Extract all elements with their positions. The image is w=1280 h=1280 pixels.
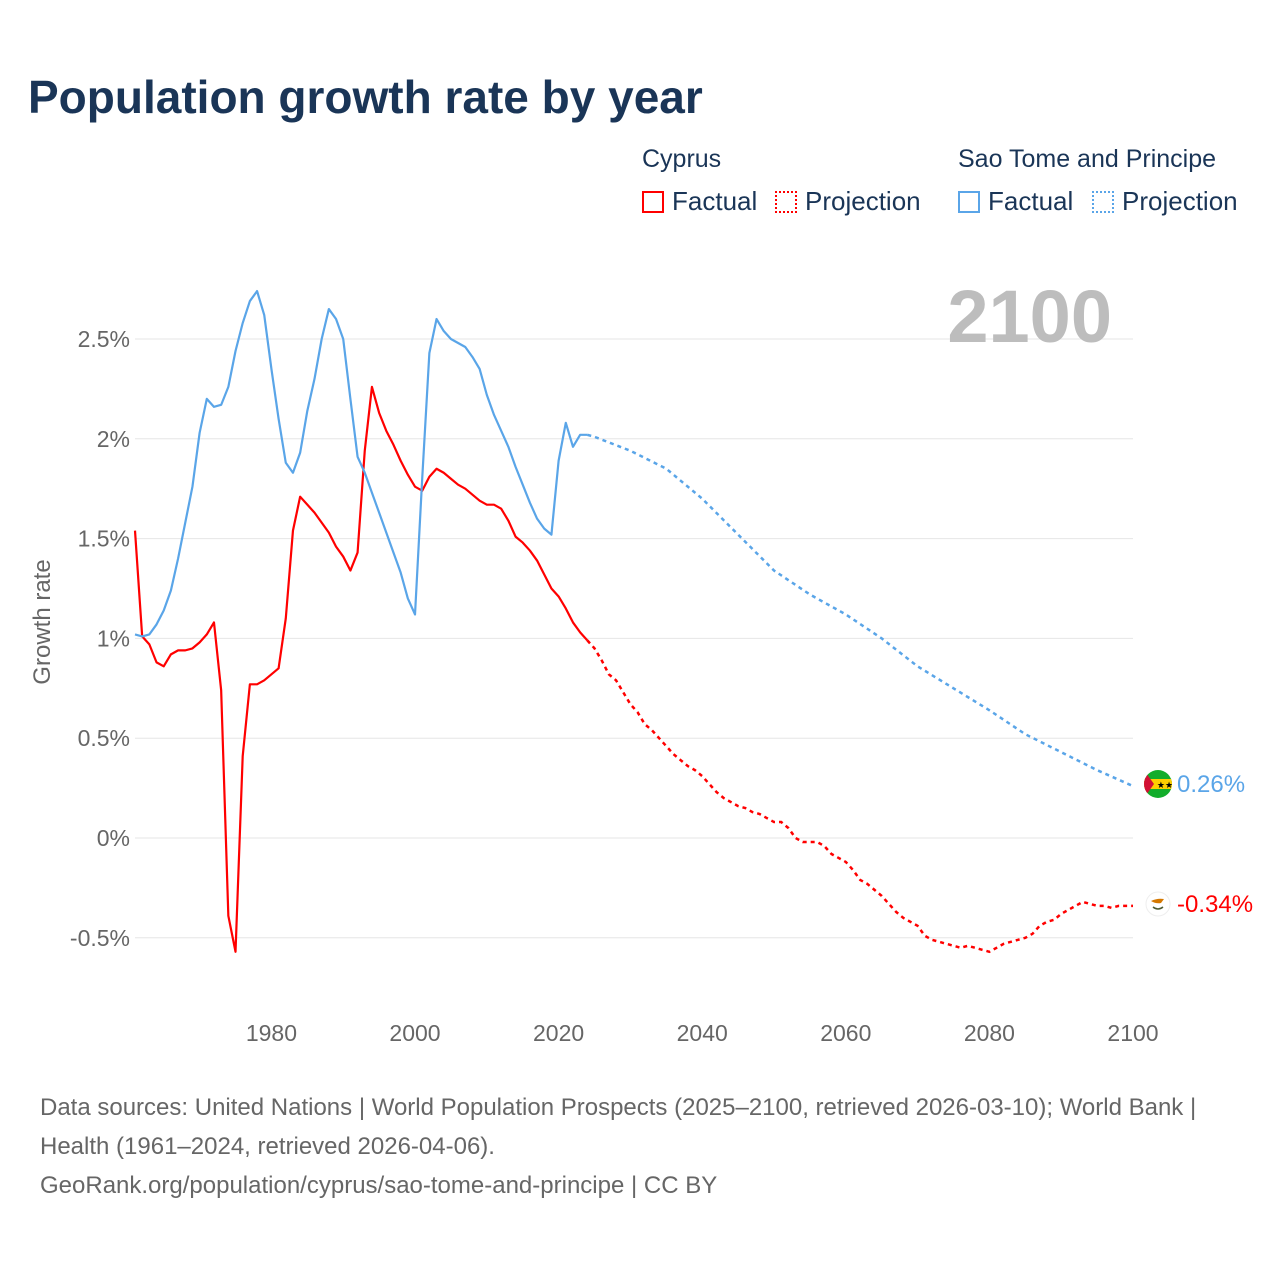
x-tick-label: 2100 [1107,1020,1158,1046]
legend-label: Factual [988,186,1074,216]
series-line-factual-0 [133,385,589,953]
series-line-factual-1 [134,289,588,638]
y-tick-label: 1% [97,625,130,651]
y-tick-label: 2% [97,426,130,452]
x-tick-label: 2080 [964,1020,1015,1046]
y-tick-label: 0% [97,825,130,851]
y-tick-label: 0.5% [78,725,130,751]
cyprus-end-label: -0.34% [1177,891,1253,918]
y-axis-label: Growth rate [29,559,56,684]
legend-swatch-dotted [1092,190,1114,213]
footer: Data sources: United Nations | World Pop… [40,1088,1240,1205]
x-tick-label: 2020 [533,1020,584,1046]
legend-label: Projection [1122,186,1238,216]
x-tick-label: 2000 [389,1020,440,1046]
legend-swatch-dotted [775,190,797,213]
line-chart: -0.5% 0% 0.5% 1% 1.5% 2% 2.5% 1980 2000 2020 2040 2… [29,275,1253,1046]
data-sources: Data sources: United Nations | World Pop… [40,1094,1197,1160]
y-tick-label: 2.5% [78,326,130,352]
year-watermark: 2100 [947,275,1112,358]
legend-stp-factual[interactable]: Factual [958,186,1073,217]
legend-group-stp: Sao Tome and Principe [958,145,1217,173]
cyprus-flag-icon [1145,891,1171,917]
stp-end-label: 0.26% [1177,771,1245,798]
legend-label: Projection [805,186,921,216]
legend-group-cyprus: Cyprus [642,145,722,173]
x-tick-label: 2060 [820,1020,871,1046]
legend-swatch-solid [642,190,664,213]
legend-label: Factual [672,186,758,216]
x-tick-label: 2040 [677,1020,728,1046]
legend-swatch-solid [958,190,980,213]
sao-tome-flag-icon: ★★ [1144,770,1173,798]
legend-cyprus-projection[interactable]: Projection [775,186,921,217]
source-link[interactable]: GeoRank.org/population/cyprus/sao-tome-a… [40,1172,718,1199]
y-tick-label: -0.5% [70,925,130,951]
legend-cyprus-factual[interactable]: Factual [642,186,757,217]
chart-title: Population growth rate by year [28,71,703,123]
series-line-projection-1 [586,433,1134,788]
series-line-projection-0 [586,639,1133,954]
x-tick-label: 1980 [246,1020,297,1046]
y-tick-label: 1.5% [78,526,130,552]
legend-stp-projection[interactable]: Projection [1092,186,1238,217]
svg-text:★★: ★★ [1157,780,1173,790]
